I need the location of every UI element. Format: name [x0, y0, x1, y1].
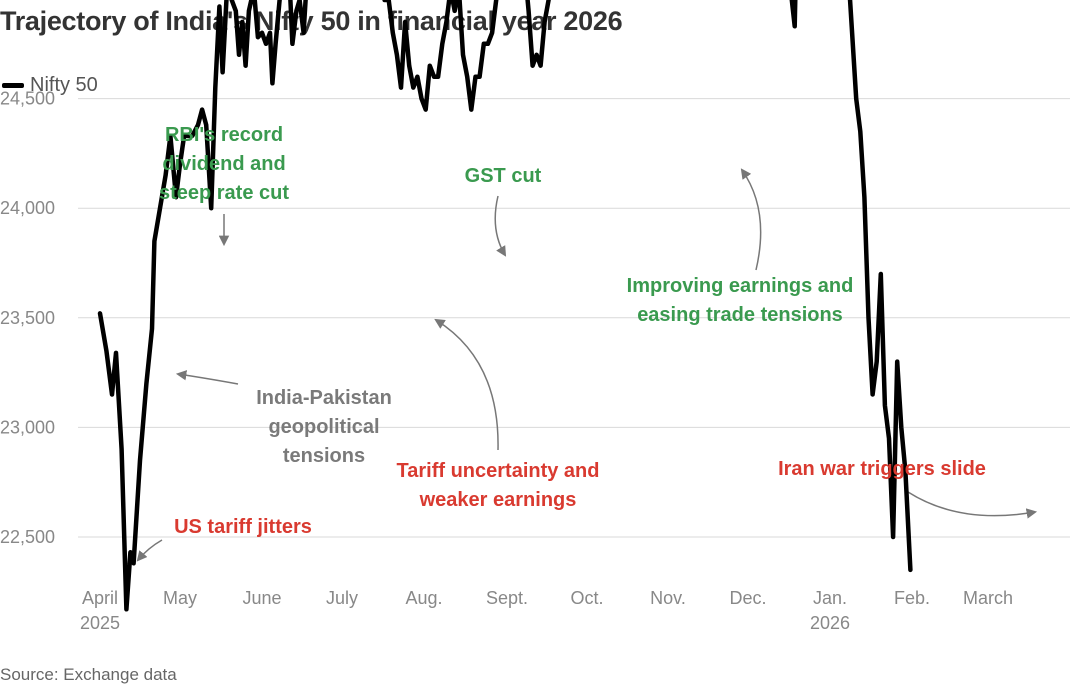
annotation-arrow — [175, 370, 239, 385]
x-tick-label: Oct. — [570, 588, 603, 608]
annotation-arrow — [434, 318, 499, 451]
x-tick-label: July — [326, 588, 358, 608]
x-tick-label: Feb. — [894, 588, 930, 608]
x-tick-label: June — [242, 588, 281, 608]
annotation-line: Improving earnings and — [627, 275, 854, 297]
annotation-line: Iran war triggers slide — [778, 458, 986, 480]
annotation-line: India-Pakistan — [256, 387, 392, 409]
x-tick-label: Jan. — [813, 588, 847, 608]
annotation-arrow — [907, 491, 1038, 519]
annotation-line: RBI's record — [165, 124, 283, 146]
y-tick-label: 24,500 — [0, 89, 55, 109]
x-tick-label: April — [82, 588, 118, 608]
annotation-line: weaker earnings — [419, 489, 577, 511]
x-tick-year-label: 2025 — [80, 613, 120, 633]
annotation-line: dividend and — [162, 153, 285, 175]
annotation-2: GST cut — [465, 165, 542, 187]
annotations: RBI's record dividend and steep rate cut GS… — [159, 124, 986, 538]
y-axis-ticks: 22,50023,00023,50024,00024,50025,00025,5… — [0, 89, 55, 547]
annotation-6: US tariff jitters — [174, 516, 312, 538]
y-tick-label: 24,000 — [0, 198, 55, 218]
x-tick-label: Nov. — [650, 588, 686, 608]
grid-lines — [78, 98, 1070, 538]
annotation-3: Improving earnings and easing trade tensi… — [627, 275, 854, 326]
annotation-1: RBI's record dividend and steep rate cut — [159, 124, 289, 204]
legend-swatch — [2, 83, 24, 88]
annotation-line: US tariff jitters — [174, 516, 312, 538]
annotation-line: tensions — [283, 445, 365, 467]
annotation-line: GST cut — [465, 165, 542, 187]
annotation-4: India-Pakistan geopolitical tensions — [256, 387, 392, 467]
annotation-arrow — [494, 195, 507, 257]
annotation-line: steep rate cut — [159, 182, 289, 204]
x-tick-label: March — [963, 588, 1013, 608]
legend-label: Nifty 50 — [30, 74, 98, 96]
chart-title: Trajectory of India's Nifty 50 in financ… — [0, 6, 623, 36]
source-note: Source: Exchange data — [0, 665, 177, 684]
annotation-arrow — [740, 168, 762, 271]
x-axis-ticks: April 2025 May June July Aug. Sept. Oct. Nov. Dec… — [80, 588, 1013, 633]
annotation-5: Tariff uncertainty and weaker earnings — [397, 460, 600, 511]
y-tick-label: 22,500 — [0, 527, 55, 547]
y-tick-label: 23,000 — [0, 417, 55, 437]
annotation-7: Iran war triggers slide — [778, 458, 986, 480]
x-tick-year-label: 2026 — [810, 613, 850, 633]
legend: Nifty 50 — [2, 74, 98, 97]
x-tick-label: Aug. — [405, 588, 442, 608]
x-tick-label: Dec. — [729, 588, 766, 608]
x-tick-label: May — [163, 588, 197, 608]
annotation-arrows — [136, 168, 1038, 562]
annotation-line: Tariff uncertainty and — [397, 460, 600, 482]
x-tick-label: Sept. — [486, 588, 528, 608]
y-tick-label: 23,500 — [0, 308, 55, 328]
annotation-line: easing trade tensions — [637, 304, 843, 326]
annotation-arrow — [136, 539, 163, 562]
annotation-line: geopolitical — [268, 416, 379, 438]
